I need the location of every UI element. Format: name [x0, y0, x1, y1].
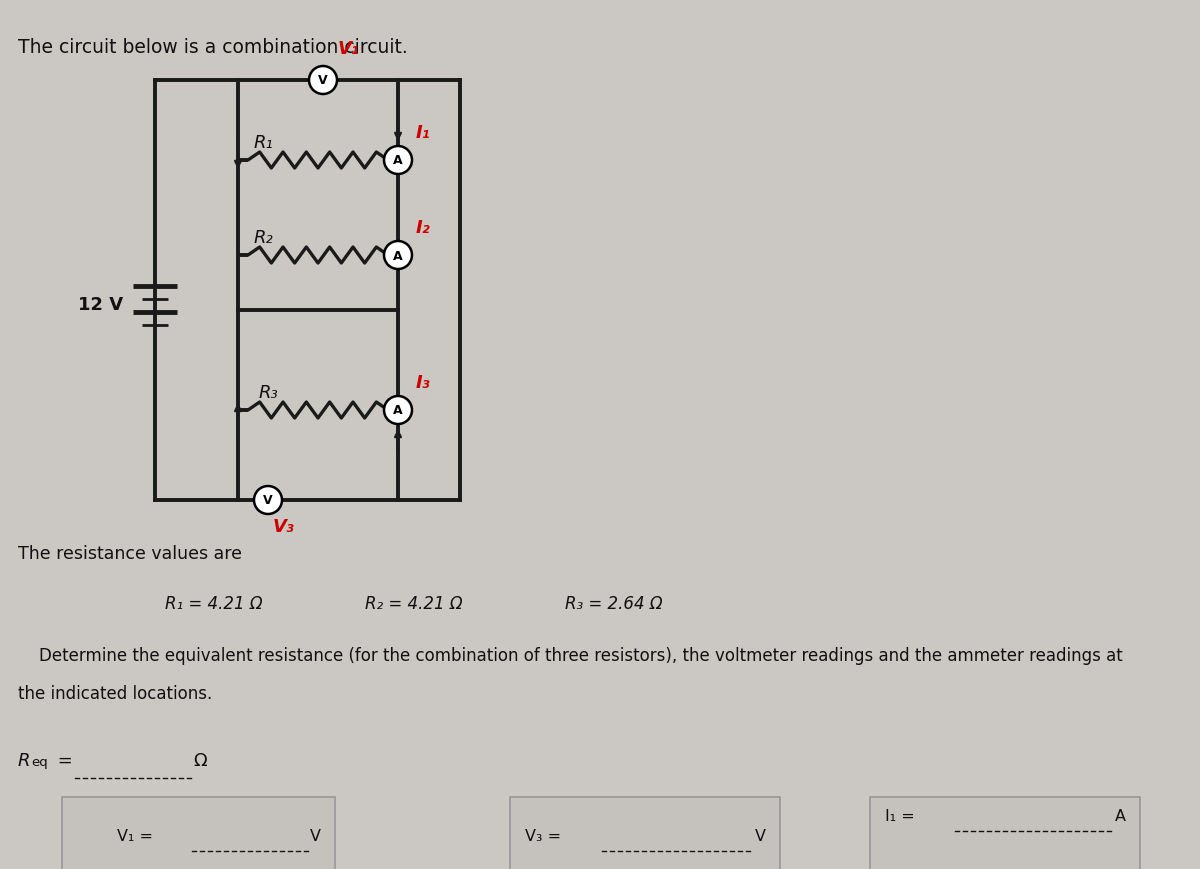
Text: R₃ = 2.64 Ω: R₃ = 2.64 Ω [565, 595, 662, 613]
Text: R₁ = 4.21 Ω: R₁ = 4.21 Ω [166, 595, 263, 613]
Text: A: A [394, 404, 403, 417]
Text: eq: eq [31, 756, 48, 769]
Text: V₁: V₁ [338, 40, 360, 58]
Text: V₃: V₃ [274, 518, 295, 536]
Text: R₂ = 4.21 Ω: R₂ = 4.21 Ω [365, 595, 463, 613]
Text: R₃: R₃ [258, 384, 278, 402]
Text: the indicated locations.: the indicated locations. [18, 685, 212, 703]
Text: The circuit below is a combination circuit.: The circuit below is a combination circu… [18, 38, 408, 57]
Bar [510, 797, 780, 869]
Text: A: A [394, 249, 403, 262]
Circle shape [384, 396, 412, 424]
Circle shape [384, 146, 412, 174]
Text: I₃: I₃ [416, 374, 431, 392]
Text: 12 V: 12 V [78, 296, 124, 314]
Text: V₁ =: V₁ = [118, 829, 158, 844]
Text: R: R [18, 752, 30, 770]
Text: I₁ =: I₁ = [886, 809, 920, 824]
Text: V: V [310, 829, 322, 844]
Text: V: V [318, 75, 328, 88]
Text: V: V [263, 494, 272, 507]
Text: A: A [394, 155, 403, 168]
Circle shape [254, 486, 282, 514]
Text: I₂: I₂ [416, 219, 431, 237]
Text: V₃ =: V₃ = [526, 829, 566, 844]
Text: Determine the equivalent resistance (for the combination of three resistors), th: Determine the equivalent resistance (for… [18, 647, 1123, 665]
Text: R₁: R₁ [253, 134, 272, 152]
Circle shape [384, 241, 412, 269]
Text: R₂: R₂ [253, 229, 272, 247]
Bar [62, 797, 335, 869]
Text: V: V [755, 829, 766, 844]
Text: The resistance values are: The resistance values are [18, 545, 242, 563]
Text: =: = [52, 752, 78, 770]
Text: I₁: I₁ [416, 124, 431, 142]
Text: Ω: Ω [193, 752, 206, 770]
Circle shape [310, 66, 337, 94]
Text: A: A [1115, 809, 1126, 824]
Bar [870, 797, 1140, 869]
